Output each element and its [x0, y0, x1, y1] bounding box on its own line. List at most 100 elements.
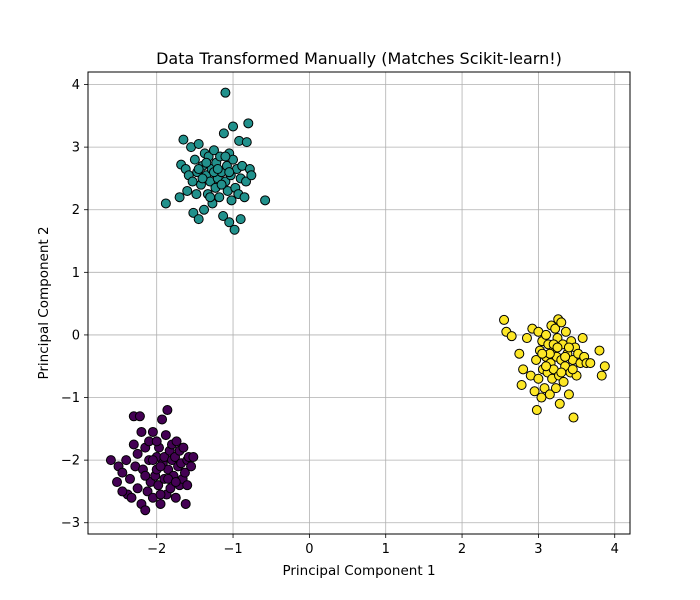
cluster-yellow-point — [599, 361, 610, 372]
cluster-teal-point — [220, 87, 231, 98]
y-tick-label: 2 — [72, 203, 80, 218]
cluster-teal-point — [191, 189, 202, 200]
cluster-yellow-point — [499, 314, 510, 325]
cluster-yellow-point — [514, 348, 525, 359]
cluster-yellow-point — [556, 317, 567, 328]
cluster-teal-point — [188, 207, 199, 218]
cluster-yellow-point — [594, 345, 605, 356]
cluster-yellow-point — [550, 383, 561, 394]
cluster-purple-point — [157, 414, 168, 425]
cluster-teal-point — [182, 185, 193, 196]
cluster-yellow-point — [516, 380, 527, 391]
cluster-purple-point — [136, 426, 147, 437]
cluster-teal-point — [193, 164, 204, 175]
cluster-purple-point — [112, 477, 123, 488]
cluster-purple-point — [140, 505, 151, 516]
cluster-yellow-point — [537, 348, 548, 359]
cluster-yellow-point — [563, 342, 574, 353]
cluster-purple-point — [132, 448, 143, 459]
cluster-yellow-point — [568, 412, 579, 423]
cluster-purple-point — [171, 436, 182, 447]
x-tick-label: 0 — [305, 542, 313, 557]
cluster-purple-point — [170, 492, 181, 503]
cluster-yellow-point — [550, 323, 561, 334]
y-tick-label: 4 — [72, 78, 80, 93]
cluster-purple-point — [105, 455, 116, 466]
cluster-yellow-point — [531, 354, 542, 365]
cluster-yellow-point — [558, 376, 569, 387]
cluster-teal-point — [226, 195, 237, 206]
cluster-purple-point — [132, 483, 143, 494]
cluster-purple-point — [162, 405, 173, 416]
cluster-yellow-point — [521, 333, 532, 344]
cluster-teal-point — [201, 157, 212, 168]
cluster-purple-point — [147, 455, 158, 466]
cluster-teal-point — [241, 176, 252, 187]
cluster-purple-point — [170, 477, 181, 488]
cluster-teal-point — [160, 198, 171, 209]
cluster-teal-point — [218, 128, 229, 139]
cluster-yellow-point — [531, 405, 542, 416]
cluster-yellow-point — [560, 351, 571, 362]
cluster-purple-point — [142, 486, 153, 497]
cluster-purple-point — [140, 470, 151, 481]
cluster-teal-point — [246, 170, 257, 181]
cluster-yellow-point — [541, 361, 552, 372]
x-tick-label: −2 — [147, 542, 166, 557]
cluster-teal-point — [239, 192, 250, 203]
cluster-yellow-point — [563, 389, 574, 400]
cluster-purple-point — [117, 486, 128, 497]
cluster-yellow-point — [567, 364, 578, 375]
cluster-purple-point — [117, 467, 128, 478]
cluster-yellow-point — [552, 342, 563, 353]
cluster-purple-point — [160, 430, 171, 441]
cluster-yellow-point — [544, 389, 555, 400]
cluster-purple-point — [188, 452, 199, 462]
cluster-purple-point — [182, 480, 193, 491]
cluster-teal-point — [224, 217, 235, 228]
cluster-purple-point — [147, 426, 158, 437]
x-tick-label: 2 — [458, 542, 466, 557]
cluster-yellow-point — [529, 386, 540, 397]
cluster-teal-point — [187, 176, 198, 187]
cluster-yellow-point — [539, 383, 550, 394]
cluster-teal-point — [224, 167, 235, 178]
cluster-purple-point — [178, 442, 189, 453]
cluster-teal-point — [214, 192, 225, 203]
y-tick-label: 1 — [72, 266, 80, 281]
cluster-yellow-point — [554, 398, 565, 409]
cluster-purple-point — [124, 473, 135, 484]
cluster-teal-point — [218, 210, 229, 221]
cluster-yellow-point — [533, 373, 544, 384]
cluster-teal-point — [193, 138, 204, 149]
cluster-teal-point — [260, 195, 271, 206]
cluster-purple-point — [180, 498, 191, 509]
cluster-yellow-point — [585, 358, 596, 369]
cluster-teal-point — [208, 145, 219, 156]
cluster-purple-point — [155, 489, 166, 500]
grid — [88, 72, 630, 534]
y-axis-label: Principal Component 2 — [36, 226, 52, 379]
cluster-teal-point — [216, 179, 227, 190]
x-tick-label: 3 — [534, 542, 542, 557]
y-tick-label: 0 — [72, 328, 80, 343]
y-tick-label: −1 — [61, 391, 80, 406]
cluster-teal-point — [197, 173, 208, 184]
cluster-purple-point — [155, 461, 166, 472]
cluster-purple-point — [134, 411, 145, 422]
cluster-purple-point — [155, 498, 166, 509]
cluster-teal-point — [178, 134, 189, 145]
y-tick-label: −3 — [61, 516, 80, 531]
x-tick-label: 1 — [382, 542, 390, 557]
cluster-purple-point — [121, 455, 132, 466]
y-tick-label: −2 — [61, 454, 80, 469]
cluster-teal-point — [228, 121, 239, 132]
cluster-purple-point — [151, 436, 162, 447]
cluster-teal-point — [199, 204, 210, 215]
data-points — [105, 87, 610, 516]
cluster-purple-point — [126, 492, 137, 503]
cluster-yellow-point — [577, 333, 588, 344]
y-tick-label: 3 — [72, 141, 80, 156]
x-axis-label: Principal Component 1 — [282, 563, 435, 579]
